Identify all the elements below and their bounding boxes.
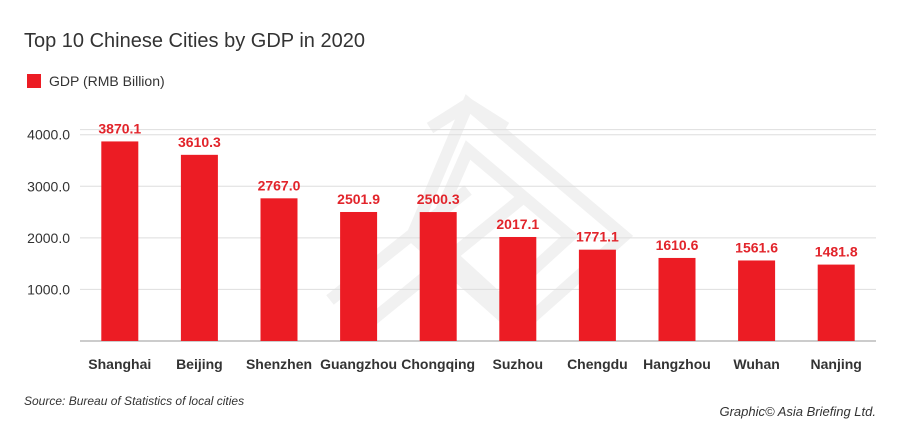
y-axis-ticks: 1000.0 2000.0 3000.0 4000.0 <box>27 127 70 298</box>
category-labels: Shanghai Beijing Shenzhen Guangzhou Chongqin… <box>88 356 862 372</box>
data-label: 1561.6 <box>735 239 778 255</box>
bar-hangzhou <box>658 257 696 341</box>
category-label: Chengdu <box>567 356 628 372</box>
data-labels: 3870.1 3610.3 2767.0 2501.9 2500.3 2017.1 1771… <box>98 120 857 259</box>
category-label: Hangzhou <box>643 356 711 372</box>
category-label: Suzhou <box>493 356 544 372</box>
data-label: 2017.1 <box>496 216 539 232</box>
category-label: Nanjing <box>811 356 862 372</box>
bar-suzhou <box>499 236 537 341</box>
y-tick-label: 2000.0 <box>27 230 70 246</box>
category-label: Guangzhou <box>320 356 397 372</box>
data-label: 1481.8 <box>815 244 858 260</box>
data-label: 1610.6 <box>656 237 699 253</box>
data-label: 1771.1 <box>576 229 619 245</box>
bar-chengdu <box>578 249 616 341</box>
bar-shenzhen <box>260 198 298 341</box>
data-label: 3610.3 <box>178 134 221 150</box>
category-label: Wuhan <box>733 356 779 372</box>
bar-beijing <box>180 154 218 341</box>
data-label: 3870.1 <box>98 120 141 136</box>
legend-swatch <box>27 74 41 88</box>
bar-guangzhou <box>340 211 378 341</box>
source-note: Source: Bureau of Statistics of local ci… <box>24 394 244 408</box>
legend-label: GDP (RMB Billion) <box>49 73 165 89</box>
data-label: 2500.3 <box>417 191 460 207</box>
data-label: 2501.9 <box>337 191 380 207</box>
data-label: 2767.0 <box>258 177 301 193</box>
bar-wuhan <box>738 260 776 341</box>
chart-title: Top 10 Chinese Cities by GDP in 2020 <box>24 30 365 52</box>
bars <box>101 141 855 341</box>
bar-shanghai <box>101 141 139 341</box>
category-label: Chongqing <box>401 356 475 372</box>
category-label: Beijing <box>176 356 223 372</box>
category-label: Shenzhen <box>246 356 312 372</box>
category-label: Shanghai <box>88 356 151 372</box>
credit-note: Graphic© Asia Briefing Ltd. <box>719 404 876 419</box>
y-tick-label: 3000.0 <box>27 178 70 194</box>
bar-nanjing <box>817 264 855 341</box>
y-tick-label: 4000.0 <box>27 127 70 143</box>
y-tick-label: 1000.0 <box>27 281 70 297</box>
legend: GDP (RMB Billion) <box>27 73 165 89</box>
bar-chongqing <box>419 212 457 341</box>
